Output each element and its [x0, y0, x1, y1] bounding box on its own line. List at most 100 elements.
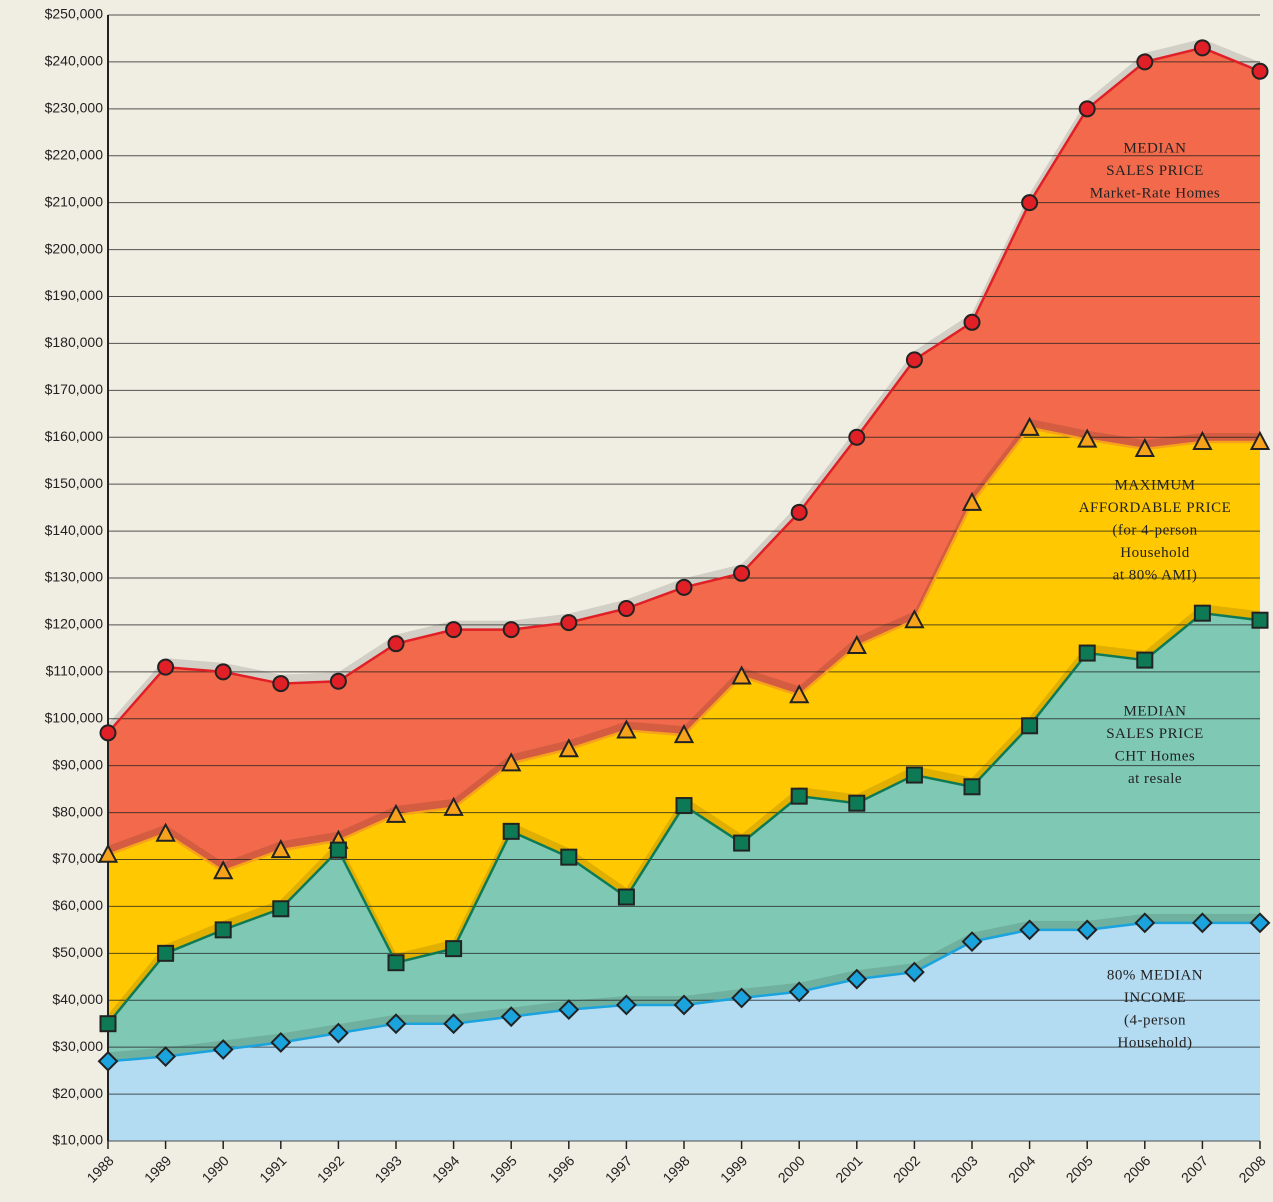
annotation: at resale [1128, 771, 1182, 787]
marker [329, 841, 347, 859]
marker [558, 738, 579, 758]
marker [329, 672, 347, 690]
marker [214, 663, 232, 681]
marker [212, 1039, 234, 1060]
annotation: SALES PRICE [1106, 163, 1204, 179]
marker [501, 752, 522, 772]
marker [846, 634, 867, 655]
marker [675, 797, 693, 815]
marker [673, 994, 695, 1016]
y-tick-label: $20,000 [52, 1085, 103, 1101]
marker [155, 822, 176, 842]
annotation: Household [1120, 545, 1190, 561]
marker [502, 621, 520, 639]
marker [1021, 717, 1039, 735]
marker [905, 766, 923, 784]
marker [617, 599, 635, 617]
y-tick-label: $100,000 [45, 709, 104, 725]
annotation: SALES PRICE [1106, 726, 1204, 742]
marker [963, 313, 981, 331]
marker [905, 351, 923, 369]
y-tick-label: $40,000 [52, 991, 103, 1007]
marker [445, 940, 463, 958]
annotation: 80% MEDIAN [1107, 967, 1203, 983]
marker [904, 609, 925, 629]
marker [1076, 919, 1098, 941]
annotation: Household) [1118, 1035, 1193, 1051]
marker [848, 794, 866, 812]
marker [1193, 604, 1211, 622]
y-tick-label: $110,000 [46, 663, 104, 679]
marker [558, 999, 580, 1021]
marker [97, 1050, 119, 1072]
marker [272, 900, 290, 918]
marker [1136, 53, 1154, 71]
marker [731, 987, 753, 1009]
marker [99, 724, 117, 742]
marker [1251, 62, 1269, 80]
marker [157, 658, 175, 676]
y-tick-label: $220,000 [45, 146, 104, 162]
marker [443, 1013, 465, 1035]
annotation: Market-Rate Homes [1090, 185, 1221, 201]
x-tick-label: 2000 [775, 1152, 808, 1185]
marker [560, 848, 578, 866]
y-tick-label: $80,000 [52, 803, 103, 819]
x-tick-label: 1991 [256, 1152, 289, 1185]
marker [961, 491, 983, 511]
marker [731, 665, 752, 685]
marker [157, 944, 175, 962]
x-tick-label: 1993 [371, 1152, 404, 1185]
marker [1134, 437, 1155, 457]
annotation: at 80% AMI) [1113, 567, 1198, 583]
y-tick-label: $150,000 [45, 475, 104, 491]
x-tick-label: 1989 [141, 1152, 174, 1185]
x-tick-label: 1995 [487, 1152, 520, 1185]
marker [733, 564, 751, 582]
marker [1077, 428, 1098, 448]
x-tick-label: 1998 [659, 1152, 692, 1185]
marker [1019, 416, 1040, 436]
marker [387, 954, 405, 972]
marker [560, 614, 578, 632]
x-tick-label: 1994 [429, 1152, 462, 1185]
marker [616, 719, 637, 739]
marker [385, 1013, 407, 1035]
y-tick-label: $30,000 [52, 1038, 103, 1054]
marker [1192, 430, 1213, 450]
marker [903, 961, 925, 983]
x-tick-label: 2005 [1063, 1152, 1096, 1185]
marker [673, 724, 695, 744]
marker [617, 888, 635, 906]
marker [502, 822, 520, 840]
marker [214, 921, 232, 939]
marker [270, 838, 291, 859]
marker [272, 675, 290, 693]
x-tick-label: 2001 [832, 1152, 865, 1185]
annotation: INCOME [1124, 990, 1186, 1006]
annotation: MEDIAN [1124, 703, 1187, 719]
marker [1249, 430, 1271, 450]
y-tick-label: $120,000 [45, 616, 104, 632]
y-tick-label: $170,000 [45, 381, 104, 397]
marker [155, 1046, 177, 1067]
marker [848, 428, 866, 446]
marker [97, 843, 119, 863]
marker [961, 931, 983, 953]
marker [1136, 651, 1154, 669]
x-tick-label: 2007 [1178, 1152, 1211, 1185]
annotation: CHT Homes [1115, 748, 1195, 764]
marker [1078, 644, 1096, 662]
y-tick-label: $200,000 [45, 240, 104, 256]
y-tick-label: $240,000 [45, 53, 104, 69]
y-tick-label: $90,000 [52, 756, 103, 772]
marker [1078, 100, 1096, 118]
x-tick-label: 1996 [544, 1152, 577, 1185]
marker [1021, 194, 1039, 212]
x-tick-label: 1999 [717, 1152, 750, 1185]
x-tick-label: 2006 [1120, 1152, 1153, 1185]
marker [327, 1022, 349, 1044]
x-tick-label: 2002 [890, 1152, 923, 1185]
x-tick-label: 1992 [314, 1152, 347, 1185]
